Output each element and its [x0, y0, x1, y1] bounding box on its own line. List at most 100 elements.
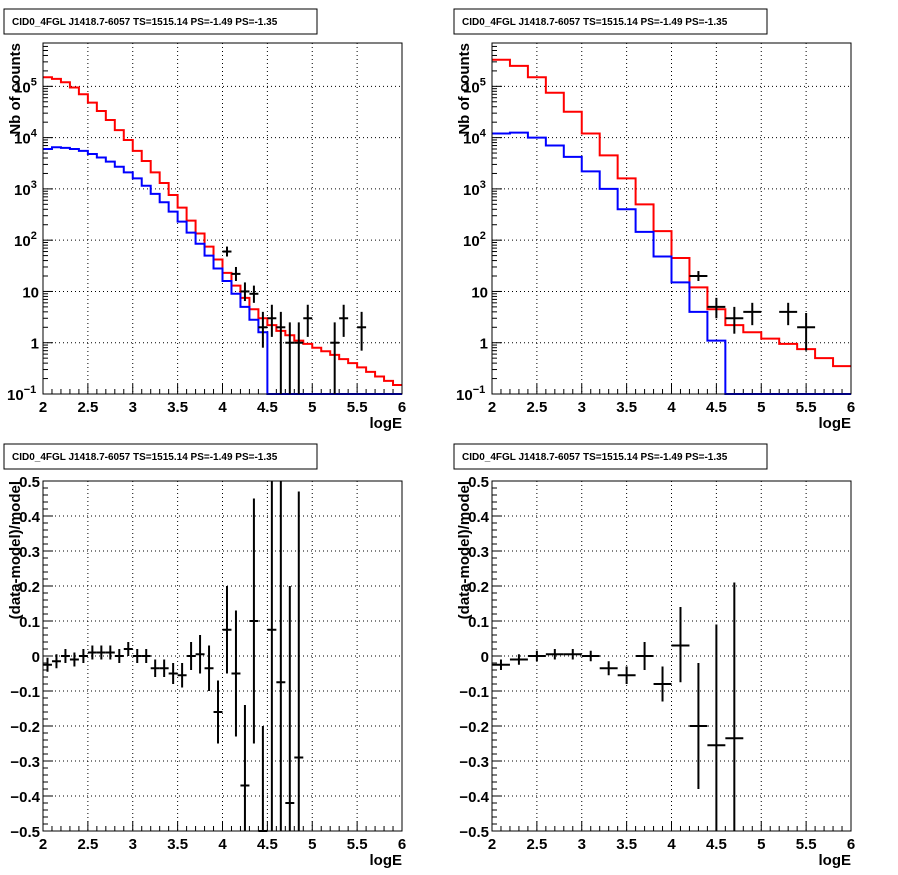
x-tick-label: 5.5: [796, 399, 817, 416]
histogram-series-1: [492, 58, 851, 368]
y-tick-label: 0.5: [468, 474, 489, 491]
data-point: [285, 586, 295, 831]
x-tick-label: 6: [847, 836, 855, 853]
data-point: [294, 322, 304, 394]
data-point: [132, 649, 142, 663]
data-point: [231, 610, 241, 737]
x-tick-label: 2: [39, 399, 47, 416]
data-point: [779, 302, 798, 326]
plot-title: CID0_4FGL J1418.7-6057 TS=1515.14 PS=-1.…: [462, 17, 728, 28]
y-tick-label: 0.2: [19, 579, 40, 596]
y-tick-label: 104: [14, 128, 38, 148]
data-point: [671, 607, 690, 683]
data-point: [258, 726, 268, 832]
data-point: [599, 661, 618, 676]
y-tick-label: −0.2: [459, 719, 489, 736]
y-tick-label: 10: [22, 284, 39, 301]
x-tick-label: 3.5: [616, 836, 637, 853]
data-point: [249, 285, 259, 303]
y-tick-label: 1: [31, 336, 39, 353]
x-tick-label: 3: [129, 836, 137, 853]
data-point: [60, 649, 70, 663]
histogram-series-2: [43, 146, 402, 395]
data-point: [69, 652, 79, 667]
data-point: [240, 705, 250, 831]
y-tick-label: 105: [14, 76, 37, 96]
data-point: [267, 304, 277, 337]
data-point: [276, 311, 286, 394]
data-point: [357, 311, 367, 351]
y-tick-label: −0.1: [10, 684, 40, 701]
plot-panel-1: CID0_4FGL J1418.7-6057 TS=1515.14 PS=-1.…: [3, 8, 406, 432]
x-tick-label: 3.5: [167, 836, 188, 853]
plot-title-box: [3, 443, 318, 470]
x-tick-label: 5.5: [347, 836, 368, 853]
y-tick-label: 0.3: [468, 544, 489, 561]
data-point: [186, 642, 196, 670]
y-tick-label: 0.1: [19, 614, 40, 631]
data-point: [249, 498, 259, 744]
plot-title: CID0_4FGL J1418.7-6057 TS=1515.14 PS=-1.…: [12, 452, 278, 463]
x-tick-label: 4.5: [257, 836, 278, 853]
x-tick-label: 6: [847, 399, 855, 416]
x-tick-label: 4.5: [257, 399, 278, 416]
y-tick-label: 0: [32, 649, 40, 666]
data-point: [231, 266, 241, 281]
x-tick-label: 3.5: [616, 399, 637, 416]
data-point: [303, 304, 313, 337]
data-point: [222, 586, 232, 674]
data-point: [51, 654, 61, 669]
x-tick-label: 3: [129, 399, 137, 416]
data-point: [213, 680, 223, 744]
data-point: [114, 649, 124, 663]
data-point: [159, 659, 169, 677]
data-point: [294, 491, 304, 831]
x-tick-label: 2: [488, 836, 496, 853]
y-tick-label: 104: [463, 128, 487, 148]
y-tick-label: 0.4: [468, 509, 490, 526]
data-points: [43, 481, 304, 832]
y-tick-label: 102: [463, 230, 486, 250]
plot-title-box: [3, 8, 318, 35]
x-tick-label: 5.5: [796, 836, 817, 853]
x-axis-title: logE: [370, 852, 403, 869]
data-point: [581, 650, 600, 662]
y-axis-title: Nb of counts: [456, 43, 473, 135]
data-point: [267, 481, 277, 831]
grid-lines: [43, 481, 402, 831]
data-point: [87, 645, 97, 660]
x-tick-label: 5.5: [347, 399, 368, 416]
plot-title-box: [453, 8, 768, 35]
data-point: [204, 645, 214, 691]
data-point: [330, 322, 340, 394]
y-tick-label: 103: [14, 179, 37, 199]
x-tick-label: 2.5: [77, 836, 98, 853]
data-point: [177, 663, 187, 688]
plot-title: CID0_4FGL J1418.7-6057 TS=1515.14 PS=-1.…: [462, 452, 728, 463]
x-tick-label: 5: [308, 399, 316, 416]
y-tick-label: 0: [481, 649, 489, 666]
data-point: [141, 649, 151, 663]
data-point: [689, 271, 708, 281]
x-tick-label: 3: [578, 399, 586, 416]
y-tick-label: 0.4: [19, 509, 41, 526]
x-tick-label: 5: [757, 399, 765, 416]
data-point: [276, 481, 286, 831]
y-tick-label: 0.2: [468, 579, 489, 596]
data-point: [725, 582, 744, 831]
y-tick-label: 0.5: [19, 474, 40, 491]
plot-frame: [42, 480, 403, 832]
y-tick-label: 10: [471, 284, 488, 301]
y-axis-title: (data-model)/model: [7, 481, 24, 619]
data-point: [617, 666, 636, 684]
plot-panel-2: CID0_4FGL J1418.7-6057 TS=1515.14 PS=-1.…: [453, 8, 855, 432]
y-axis-title: Nb of counts: [7, 43, 24, 135]
x-axis-title: logE: [819, 415, 852, 432]
data-points: [689, 271, 816, 351]
data-points: [222, 246, 367, 394]
data-point: [707, 297, 726, 319]
data-point: [743, 302, 762, 326]
y-tick-label: −0.5: [10, 824, 40, 841]
grid-lines: [492, 43, 851, 394]
x-tick-label: 3.5: [167, 399, 188, 416]
